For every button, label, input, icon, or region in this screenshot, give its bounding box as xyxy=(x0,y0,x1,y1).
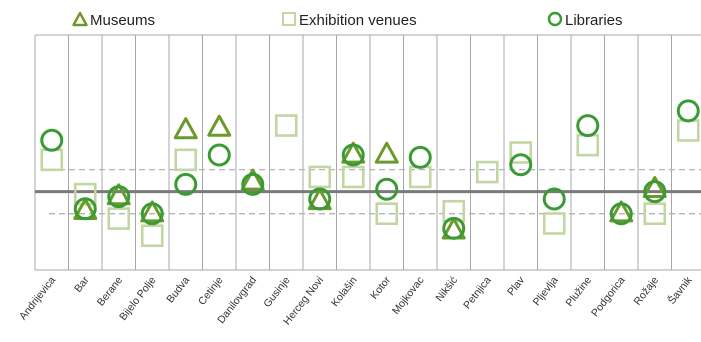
x-tick-label-pljevlja: Pljevlja xyxy=(531,274,561,308)
x-tick-label-kotor: Kotor xyxy=(368,274,393,302)
marker-museums-rozaje xyxy=(642,175,667,198)
marker-libraries-kotor xyxy=(375,177,399,201)
marker-exhibition-venues-pljevlja xyxy=(542,212,566,235)
x-tick-label-bar: Bar xyxy=(72,274,92,295)
legend-symbol-exhibition-venues xyxy=(282,12,296,26)
marker-libraries-cetinje xyxy=(207,143,231,167)
marker-libraries-savnik xyxy=(676,99,700,123)
x-tick-label-niksic: Nikšić xyxy=(433,274,460,303)
legend: Museums Exhibition venues Libraries xyxy=(72,11,623,29)
marker-libraries-berane xyxy=(107,185,131,209)
x-tick-label-mojkovac: Mojkovac xyxy=(390,274,427,316)
marker-libraries-pljevlja xyxy=(542,187,566,211)
x-tick-label-plav: Plav xyxy=(505,274,527,298)
marker-exhibition-venues-pluzine xyxy=(576,133,600,157)
legend-item-libraries: Libraries xyxy=(547,11,623,29)
x-tick-label-gusinje: Gusinje xyxy=(261,274,292,310)
legend-label-libraries: Libraries xyxy=(565,12,623,29)
marker-libraries-pluzine xyxy=(576,114,600,138)
x-tick-label-budva: Budva xyxy=(164,274,192,305)
marker-exhibition-venues-kotor xyxy=(375,202,399,225)
marker-museums-cetinje xyxy=(207,114,232,137)
marker-museums-budva xyxy=(173,117,198,140)
marker-exhibition-venues-rozaje xyxy=(643,202,667,225)
marker-museums-bijelo-polje xyxy=(140,200,165,223)
marker-exhibition-venues-herceg-novi xyxy=(308,165,332,189)
marker-libraries-mojkovac xyxy=(408,145,432,169)
marker-exhibition-venues-savnik xyxy=(676,119,700,142)
marker-exhibition-venues-plav xyxy=(509,141,533,164)
marker-libraries-andrijevica xyxy=(40,128,64,152)
marker-libraries-plav xyxy=(509,153,533,177)
x-tick-label-rozaje: Rožaje xyxy=(632,274,662,307)
marker-libraries-rozaje xyxy=(643,180,667,204)
marker-museums-podgorica xyxy=(609,200,634,223)
marker-libraries-kolasin xyxy=(341,143,365,167)
x-tick-label-andrijevica: Andrijevica xyxy=(17,274,58,322)
x-tick-label-podgorica: Podgorica xyxy=(589,274,628,319)
x-tick-label-berane: Berane xyxy=(95,274,125,308)
legend-symbol-libraries xyxy=(547,11,563,27)
marker-libraries-bijelo-polje xyxy=(140,202,164,226)
marker-museums-danilovgrad xyxy=(240,168,265,191)
legend-symbol-museums xyxy=(72,11,88,27)
marker-exhibition-venues-andrijevica xyxy=(40,148,64,172)
x-tick-label-pluzine: Plužine xyxy=(563,274,594,309)
x-tick-label-petnjica: Petnjica xyxy=(461,274,494,311)
marker-exhibition-venues-bijelo-polje xyxy=(140,224,164,248)
marker-libraries-podgorica xyxy=(609,202,633,226)
markers xyxy=(40,99,700,248)
legend-label-museums: Museums xyxy=(90,12,155,29)
marker-libraries-bar xyxy=(73,197,97,221)
legend-item-museums: Museums xyxy=(72,11,155,29)
marker-exhibition-venues-budva xyxy=(174,148,198,172)
marker-exhibition-venues-kolasin xyxy=(341,165,365,189)
marker-libraries-danilovgrad xyxy=(241,172,265,196)
marker-libraries-budva xyxy=(174,172,198,196)
marker-exhibition-venues-petnjica xyxy=(475,160,499,184)
grid-lines xyxy=(34,34,701,271)
marker-exhibition-venues-berane xyxy=(107,207,131,230)
marker-exhibition-venues-gusinje xyxy=(274,114,298,137)
marker-libraries-herceg-novi xyxy=(308,187,332,211)
marker-exhibition-venues-bar xyxy=(73,182,97,206)
marker-libraries-niksic xyxy=(442,216,466,240)
legend-label-exhibition-venues: Exhibition venues xyxy=(299,12,417,29)
marker-museums-kotor xyxy=(374,141,399,164)
reference-lines xyxy=(35,168,701,215)
x-tick-label-cetinje: Cetinje xyxy=(196,274,226,307)
legend-item-exhibition-venues: Exhibition venues xyxy=(282,12,417,29)
marker-museums-berane xyxy=(106,183,131,206)
x-tick-label-savnik: Šavnik xyxy=(665,273,695,306)
x-tick-label-kolasin: Kolašin xyxy=(329,274,360,309)
marker-museums-kolasin xyxy=(341,141,366,164)
